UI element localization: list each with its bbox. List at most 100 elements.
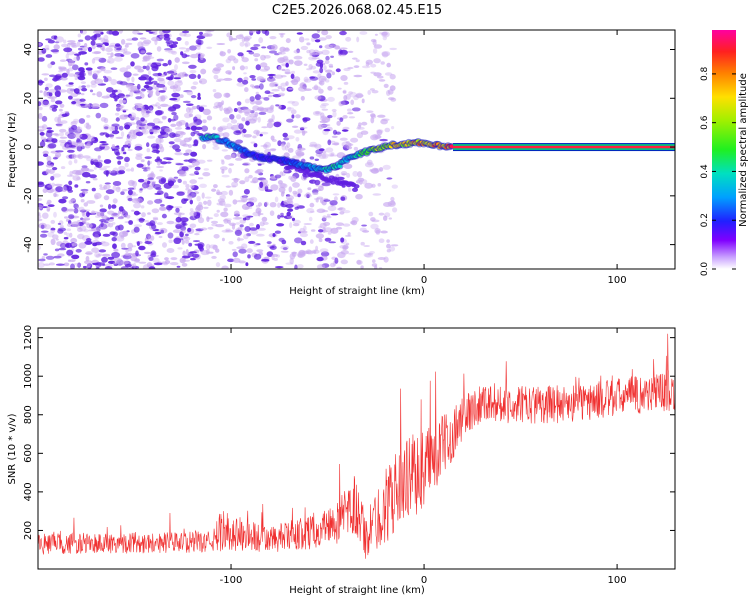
noise-speckle	[71, 153, 77, 160]
noise-speckle	[384, 212, 391, 218]
noise-speckle	[225, 185, 232, 188]
noise-speckle	[108, 203, 112, 210]
noise-speckle	[224, 154, 232, 160]
noise-speckle	[160, 229, 164, 234]
noise-speckle	[244, 87, 249, 93]
noise-speckle	[253, 44, 261, 47]
noise-speckle	[339, 30, 347, 36]
noise-speckle	[86, 114, 91, 118]
noise-speckle	[80, 30, 87, 35]
noise-speckle	[238, 123, 244, 130]
noise-speckle	[71, 169, 81, 175]
noise-speckle	[151, 63, 158, 68]
noise-speckle	[50, 61, 56, 66]
noise-speckle	[140, 108, 145, 115]
noise-speckle	[61, 206, 68, 212]
noise-speckle	[99, 184, 103, 188]
colorbar-tick-label: 0.2	[700, 213, 710, 227]
noise-speckle	[308, 49, 316, 55]
noise-speckle	[293, 129, 302, 134]
noise-speckle	[85, 67, 93, 71]
noise-speckle	[230, 124, 240, 131]
noise-speckle	[301, 130, 308, 134]
noise-speckle	[280, 215, 285, 218]
noise-speckle	[138, 217, 145, 223]
noise-speckle	[294, 237, 303, 244]
noise-speckle	[266, 122, 274, 129]
noise-speckle	[126, 65, 131, 70]
noise-speckle	[145, 233, 152, 240]
noise-speckle	[303, 223, 312, 225]
noise-speckle	[356, 260, 363, 265]
noise-speckle	[79, 71, 85, 78]
noise-speckle	[372, 259, 376, 263]
noise-speckle	[256, 30, 261, 35]
noise-speckle	[253, 253, 262, 260]
noise-speckle	[38, 57, 45, 62]
noise-speckle	[66, 42, 71, 48]
noise-speckle	[236, 114, 242, 120]
noise-speckle	[78, 242, 87, 249]
noise-speckle	[149, 180, 157, 184]
noise-speckle	[306, 49, 311, 54]
spectrogram-noise-field	[38, 30, 399, 269]
noise-speckle	[78, 51, 87, 55]
noise-speckle	[342, 210, 351, 214]
noise-speckle	[43, 253, 48, 256]
noise-speckle	[287, 106, 292, 112]
noise-speckle	[163, 192, 169, 199]
noise-speckle	[372, 48, 378, 54]
noise-speckle	[330, 152, 335, 156]
noise-speckle	[85, 255, 90, 262]
noise-speckle	[274, 174, 282, 179]
noise-speckle	[236, 238, 244, 241]
noise-speckle	[242, 79, 249, 85]
noise-speckle	[99, 167, 108, 171]
noise-speckle	[73, 73, 79, 78]
noise-speckle	[116, 104, 125, 109]
noise-speckle	[225, 228, 231, 231]
noise-speckle	[200, 68, 207, 75]
noise-speckle	[71, 221, 80, 227]
noise-speckle	[159, 35, 165, 39]
noise-speckle	[153, 117, 161, 124]
noise-speckle	[68, 95, 73, 100]
noise-speckle	[132, 180, 137, 188]
noise-speckle	[261, 216, 268, 222]
noise-speckle	[296, 32, 303, 35]
noise-speckle	[290, 70, 296, 75]
noise-speckle	[287, 147, 294, 153]
noise-speckle	[95, 254, 101, 258]
noise-speckle	[136, 107, 143, 112]
noise-speckle	[55, 41, 60, 44]
noise-speckle	[73, 208, 79, 214]
noise-speckle	[237, 77, 243, 83]
noise-speckle	[211, 255, 217, 259]
noise-speckle	[242, 196, 248, 203]
noise-speckle	[82, 214, 87, 217]
noise-speckle	[294, 60, 303, 66]
noise-speckle	[91, 229, 100, 232]
noise-speckle	[91, 103, 100, 109]
noise-speckle	[73, 118, 79, 123]
noise-speckle	[133, 202, 141, 209]
noise-speckle	[221, 168, 225, 174]
noise-speckle	[135, 116, 140, 121]
noise-speckle	[271, 254, 275, 261]
noise-speckle	[199, 54, 204, 60]
noise-speckle	[94, 233, 100, 240]
noise-speckle	[162, 116, 166, 121]
noise-speckle	[44, 77, 48, 82]
noise-speckle	[78, 47, 83, 51]
noise-speckle	[286, 107, 295, 110]
noise-speckle	[283, 215, 293, 220]
noise-speckle	[256, 249, 264, 253]
noise-speckle	[89, 89, 94, 93]
noise-speckle	[254, 94, 262, 101]
noise-speckle	[146, 148, 151, 153]
noise-speckle	[339, 244, 348, 249]
noise-speckle	[184, 239, 190, 244]
noise-speckle	[351, 107, 361, 112]
noise-speckle	[285, 47, 289, 51]
noise-speckle	[161, 213, 167, 219]
